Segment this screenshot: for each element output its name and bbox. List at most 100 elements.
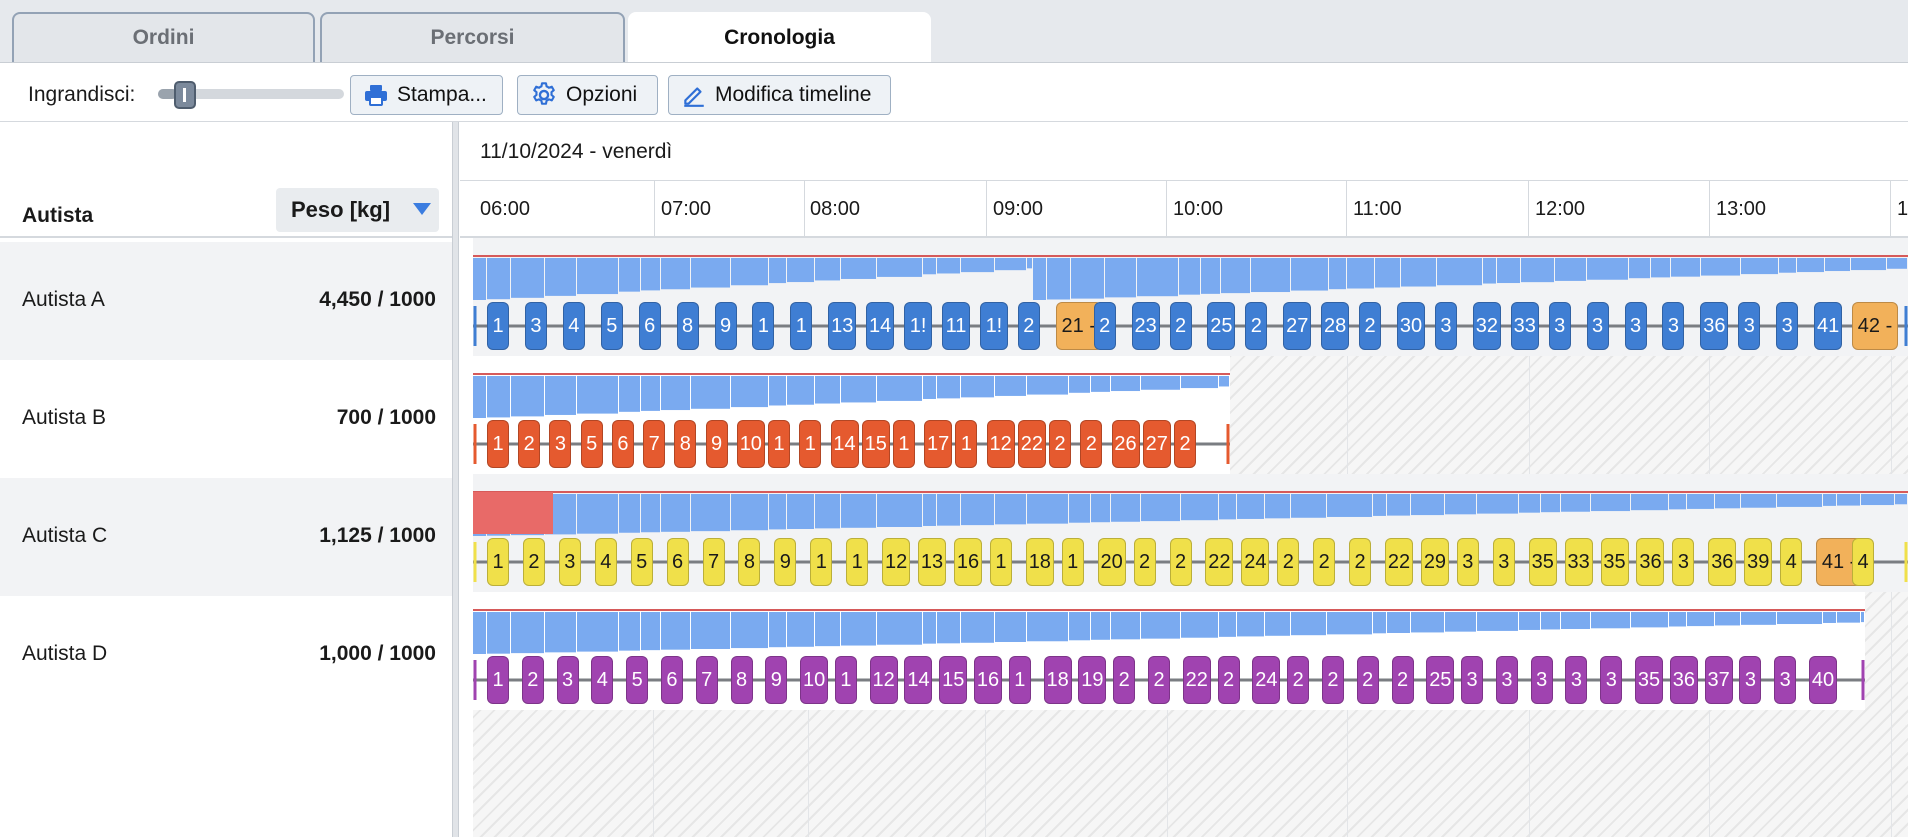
- stop-marker[interactable]: 36: [1669, 656, 1698, 704]
- stop-marker[interactable]: 32: [1472, 302, 1501, 350]
- stop-marker[interactable]: 22: [1205, 538, 1234, 586]
- stop-marker[interactable]: 27: [1142, 420, 1171, 468]
- stop-marker[interactable]: 22: [1385, 538, 1414, 586]
- stop-marker[interactable]: 16: [974, 656, 1003, 704]
- tab-timeline[interactable]: Cronologia: [628, 12, 931, 62]
- stop-marker[interactable]: 3: [1624, 302, 1647, 350]
- stop-marker[interactable]: 12: [869, 656, 898, 704]
- stop-marker[interactable]: 2: [1356, 656, 1379, 704]
- stop-marker[interactable]: 2: [1169, 302, 1192, 350]
- stop-marker[interactable]: 2: [1245, 302, 1268, 350]
- stop-marker[interactable]: 2: [1093, 302, 1116, 350]
- stop-marker[interactable]: 35: [1600, 538, 1629, 586]
- stop-marker[interactable]: 1: [1061, 538, 1084, 586]
- stop-marker[interactable]: 2: [1277, 538, 1300, 586]
- stop-marker[interactable]: 4: [1852, 538, 1874, 586]
- stop-marker[interactable]: 36: [1636, 538, 1665, 586]
- stop-marker[interactable]: 15: [939, 656, 968, 704]
- stop-marker[interactable]: 5: [626, 656, 649, 704]
- stop-marker[interactable]: 18: [1043, 656, 1072, 704]
- stop-marker[interactable]: 3: [1672, 538, 1695, 586]
- stop-marker[interactable]: 3: [1774, 656, 1797, 704]
- stop-marker[interactable]: 2: [1359, 302, 1382, 350]
- stop-marker[interactable]: 11: [942, 302, 970, 350]
- stop-marker[interactable]: 1: [768, 420, 791, 468]
- zoom-slider-handle[interactable]: [174, 81, 197, 109]
- stop-marker[interactable]: 1: [989, 538, 1012, 586]
- stop-marker[interactable]: 9: [714, 302, 737, 350]
- stop-marker[interactable]: 3: [549, 420, 572, 468]
- stop-marker[interactable]: 2: [1133, 538, 1156, 586]
- stop-marker[interactable]: 6: [638, 302, 661, 350]
- stop-marker[interactable]: 4: [591, 656, 614, 704]
- print-button[interactable]: Stampa...: [350, 75, 503, 115]
- stop-marker[interactable]: 9: [774, 538, 797, 586]
- stop-marker[interactable]: 33: [1564, 538, 1593, 586]
- stop-marker[interactable]: 4: [562, 302, 585, 350]
- stop-marker[interactable]: 41: [1814, 302, 1843, 350]
- stop-marker[interactable]: 22: [1182, 656, 1211, 704]
- stop-marker[interactable]: 2: [1017, 302, 1040, 350]
- stop-marker[interactable]: 1: [892, 420, 915, 468]
- stop-marker[interactable]: 3: [1548, 302, 1571, 350]
- stop-marker[interactable]: 3: [558, 538, 581, 586]
- stop-marker[interactable]: 1: [487, 420, 509, 468]
- stop-marker[interactable]: 13: [918, 538, 947, 586]
- stop-marker[interactable]: 10: [736, 420, 765, 468]
- stop-marker[interactable]: 14: [904, 656, 933, 704]
- stop-marker[interactable]: 14: [830, 420, 859, 468]
- stop-marker[interactable]: 1: [752, 302, 775, 350]
- stop-marker[interactable]: 2: [1148, 656, 1170, 704]
- stop-marker[interactable]: 15: [861, 420, 890, 468]
- stop-marker[interactable]: 37: [1704, 656, 1733, 704]
- stop-marker[interactable]: 3: [1600, 656, 1623, 704]
- stop-marker[interactable]: 7: [695, 656, 718, 704]
- delayed-stop[interactable]: 42 -: [1852, 302, 1898, 350]
- stop-marker[interactable]: 4: [594, 538, 617, 586]
- stop-marker[interactable]: 3: [1492, 538, 1515, 586]
- stop-marker[interactable]: 2: [1113, 656, 1136, 704]
- driver-column-header[interactable]: Autista: [22, 204, 94, 227]
- stop-marker[interactable]: 3: [1586, 302, 1609, 350]
- stop-marker[interactable]: 1!: [904, 302, 933, 350]
- stop-marker[interactable]: 3: [1738, 302, 1761, 350]
- stop-marker[interactable]: 14: [866, 302, 895, 350]
- stop-marker[interactable]: 2: [522, 538, 545, 586]
- stop-marker[interactable]: 3: [1776, 302, 1799, 350]
- stop-marker[interactable]: 27: [1283, 302, 1312, 350]
- stop-marker[interactable]: 23: [1131, 302, 1160, 350]
- stop-marker[interactable]: 8: [738, 538, 761, 586]
- stop-marker[interactable]: 5: [580, 420, 603, 468]
- stop-marker[interactable]: 26: [1111, 420, 1140, 468]
- stop-marker[interactable]: 1: [790, 302, 813, 350]
- stop-marker[interactable]: 1: [487, 538, 509, 586]
- panel-splitter[interactable]: [452, 122, 459, 837]
- tab-routes[interactable]: Percorsi: [320, 12, 625, 62]
- stop-marker[interactable]: 2: [1217, 656, 1240, 704]
- driver-row-c[interactable]: Autista C 1,125 / 1000: [0, 478, 452, 596]
- edit-timeline-button[interactable]: Modifica timeline: [668, 75, 891, 115]
- stop-marker[interactable]: 3: [1495, 656, 1518, 704]
- driver-row-b[interactable]: Autista B 700 / 1000: [0, 360, 452, 478]
- stop-marker[interactable]: 36: [1700, 302, 1729, 350]
- stop-marker[interactable]: 20: [1097, 538, 1126, 586]
- stop-marker[interactable]: 1: [834, 656, 857, 704]
- zoom-slider-track[interactable]: [158, 89, 344, 99]
- stop-marker[interactable]: 36: [1708, 538, 1737, 586]
- stop-marker[interactable]: 3: [524, 302, 547, 350]
- stop-marker[interactable]: 3: [1456, 538, 1479, 586]
- stop-marker[interactable]: 1: [1008, 656, 1031, 704]
- stop-marker[interactable]: 5: [600, 302, 623, 350]
- stop-marker[interactable]: 2: [518, 420, 541, 468]
- stop-marker[interactable]: 3: [1662, 302, 1685, 350]
- driver-row-d[interactable]: Autista D 1,000 / 1000: [0, 596, 452, 714]
- stop-marker[interactable]: 5: [630, 538, 653, 586]
- stop-marker[interactable]: 2: [1313, 538, 1336, 586]
- stop-marker[interactable]: 12: [882, 538, 911, 586]
- stop-marker[interactable]: 40: [1809, 656, 1837, 704]
- stop-marker[interactable]: 3: [1739, 656, 1762, 704]
- stop-marker[interactable]: 25: [1207, 302, 1236, 350]
- tab-orders[interactable]: Ordini: [12, 12, 315, 62]
- stop-marker[interactable]: 18: [1025, 538, 1054, 586]
- stop-marker[interactable]: 2: [1287, 656, 1310, 704]
